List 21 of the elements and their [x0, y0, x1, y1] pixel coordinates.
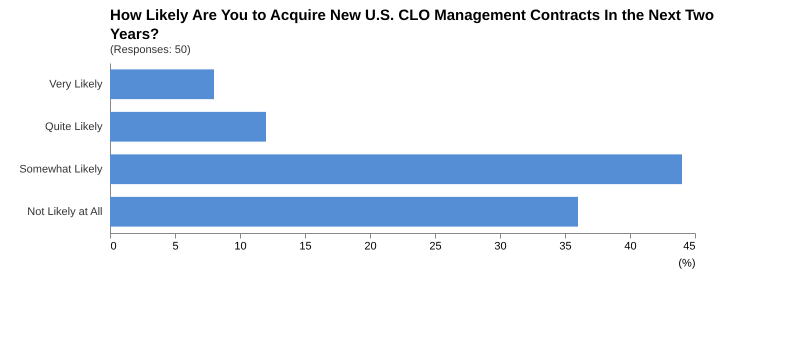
y-tick-label: Not Likely at All: [27, 206, 102, 218]
y-tick-label: Quite Likely: [45, 120, 103, 133]
bar: [110, 112, 266, 142]
chart-subtitle: (Responses: 50): [110, 44, 191, 56]
bar: [110, 69, 214, 100]
chart-title: How Likely Are You to Acquire New U.S. CLO Management Contracts In the Next Two Years?: [110, 7, 714, 43]
x-tick-label: 45: [683, 240, 696, 252]
x-tick-label: 25: [429, 240, 442, 252]
bar: [110, 154, 682, 184]
x-tick-label: 20: [364, 240, 377, 252]
x-axis-title: (%): [678, 258, 696, 270]
x-tick-label: 15: [299, 240, 312, 252]
y-tick-label: Very Likely: [49, 78, 103, 90]
x-tick-label: 30: [494, 240, 507, 252]
bar: [110, 196, 578, 227]
x-tick-label: 10: [234, 240, 247, 252]
x-tick-label: 35: [559, 240, 572, 252]
y-tick-label: Somewhat Likely: [19, 163, 103, 176]
x-tick-label: 40: [624, 240, 637, 252]
x-tick-label: 0: [110, 240, 117, 252]
x-tick-label: 5: [172, 240, 179, 252]
